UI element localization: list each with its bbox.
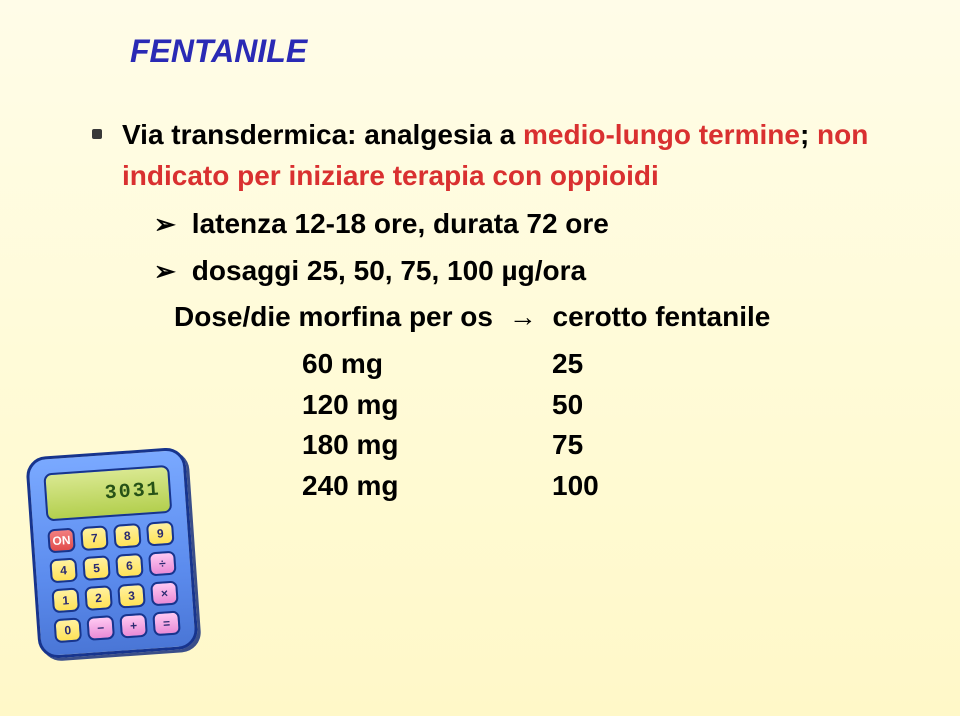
- text-part-semicolon: ;: [800, 119, 809, 150]
- sub-bullet-2: ➢ dosaggi 25, 50, 75, 100 µg/ora: [154, 251, 900, 292]
- main-bullet: Via transdermica: analgesia a medio-lung…: [92, 115, 900, 196]
- arrow-icon: ➢: [154, 206, 176, 244]
- calculator-key: =: [152, 610, 181, 636]
- dose-cell-left: 180 mg: [302, 425, 552, 466]
- text-part-1: Via transdermica: analgesia a: [122, 119, 515, 150]
- calculator-key: ON: [47, 528, 76, 554]
- dose-table: 60 mg 25 120 mg 50 180 mg 75 240 mg 100: [302, 344, 900, 506]
- calculator-key: 1: [51, 587, 80, 613]
- calculator-key: 7: [80, 525, 109, 551]
- calculator-key: 6: [115, 553, 144, 579]
- calculator-key: 5: [82, 555, 111, 581]
- dose-header-left: Dose/die morfina per os: [174, 301, 493, 332]
- dose-cell-left: 240 mg: [302, 466, 552, 507]
- dose-cell-right: 50: [552, 385, 672, 426]
- dose-cell-right: 25: [552, 344, 672, 385]
- dose-row: 180 mg 75: [302, 425, 900, 466]
- slide-title: FENTANILE: [130, 33, 307, 70]
- calculator-key: ×: [150, 581, 179, 607]
- calculator-key: 0: [53, 617, 82, 643]
- dose-header: Dose/die morfina per os → cerotto fentan…: [174, 297, 900, 338]
- sub-bullet-1-text: latenza 12-18 ore, durata 72 ore: [192, 204, 609, 245]
- dose-cell-left: 60 mg: [302, 344, 552, 385]
- sub-bullet-list: ➢ latenza 12-18 ore, durata 72 ore ➢ dos…: [154, 204, 900, 291]
- calculator-body: 3031 ON789 456÷ 123× 0−+=: [25, 447, 199, 660]
- calculator-key: 4: [49, 558, 78, 584]
- calculator-key: ÷: [148, 551, 177, 577]
- calculator-screen-value: 3031: [104, 478, 161, 505]
- text-highlight-1: medio-lungo termine: [523, 119, 800, 150]
- bullet-dot-icon: [92, 129, 102, 139]
- arrow-icon: ➢: [154, 253, 176, 291]
- calculator-key: +: [119, 613, 148, 639]
- dose-cell-right: 75: [552, 425, 672, 466]
- calculator-key: 2: [84, 585, 113, 611]
- dose-header-right: cerotto fentanile: [553, 301, 771, 332]
- calculator-key: 8: [113, 523, 142, 549]
- calculator-key: 9: [146, 521, 175, 547]
- dose-cell-left: 120 mg: [302, 385, 552, 426]
- dose-cell-right: 100: [552, 466, 672, 507]
- calculator-screen: 3031: [43, 465, 172, 522]
- calculator-key: 3: [117, 583, 146, 609]
- transition-arrow-icon: →: [509, 301, 537, 332]
- sub-bullet-1: ➢ latenza 12-18 ore, durata 72 ore: [154, 204, 900, 245]
- main-bullet-text: Via transdermica: analgesia a medio-lung…: [122, 115, 900, 196]
- dose-row: 120 mg 50: [302, 385, 900, 426]
- calculator-key: −: [86, 615, 115, 641]
- sub-bullet-2-text: dosaggi 25, 50, 75, 100 µg/ora: [192, 251, 586, 292]
- calculator-clipart: 3031 ON789 456÷ 123× 0−+=: [24, 446, 194, 656]
- calculator-keys: ON789 456÷ 123× 0−+=: [47, 521, 181, 644]
- dose-row: 240 mg 100: [302, 466, 900, 507]
- dose-row: 60 mg 25: [302, 344, 900, 385]
- content-block: Via transdermica: analgesia a medio-lung…: [92, 115, 900, 506]
